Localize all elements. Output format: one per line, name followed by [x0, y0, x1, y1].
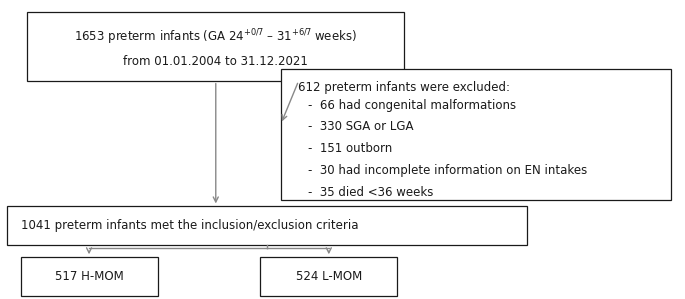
- Text: 524 L-MOM: 524 L-MOM: [296, 270, 362, 283]
- Text: 517 H-MOM: 517 H-MOM: [55, 270, 123, 283]
- FancyBboxPatch shape: [281, 69, 671, 200]
- Text: 1041 preterm infants met the inclusion/exclusion criteria: 1041 preterm infants met the inclusion/e…: [21, 219, 358, 232]
- Text: -  66 had congenital malformations: - 66 had congenital malformations: [308, 99, 516, 112]
- FancyBboxPatch shape: [260, 257, 397, 296]
- FancyBboxPatch shape: [7, 206, 527, 245]
- Text: -  35 died <36 weeks: - 35 died <36 weeks: [308, 186, 434, 199]
- Text: -  151 outborn: - 151 outborn: [308, 142, 393, 155]
- FancyBboxPatch shape: [21, 257, 158, 296]
- Text: -  30 had incomplete information on EN intakes: - 30 had incomplete information on EN in…: [308, 164, 588, 177]
- Text: 612 preterm infants were excluded:: 612 preterm infants were excluded:: [298, 81, 510, 94]
- Text: from 01.01.2004 to 31.12.2021: from 01.01.2004 to 31.12.2021: [123, 55, 308, 68]
- Text: 1653 preterm infants (GA 24$^{+0/7}$ – 31$^{+6/7}$ weeks): 1653 preterm infants (GA 24$^{+0/7}$ – 3…: [74, 27, 358, 47]
- FancyBboxPatch shape: [27, 12, 404, 81]
- Text: -  330 SGA or LGA: - 330 SGA or LGA: [308, 120, 414, 133]
